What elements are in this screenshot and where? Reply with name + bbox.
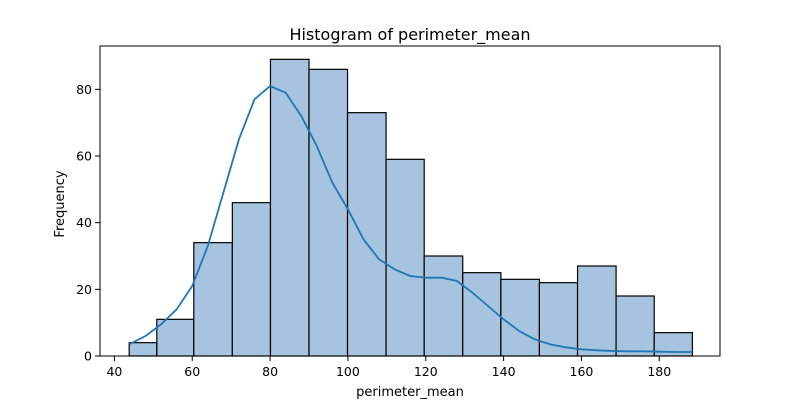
histogram-bar	[128, 342, 158, 357]
histogram-bar	[269, 58, 310, 357]
histogram-bar	[231, 202, 272, 357]
chart-title: Histogram of perimeter_mean	[289, 25, 530, 45]
histogram-bar	[193, 242, 233, 357]
bars-layer	[128, 58, 693, 357]
y-tick-label: 60	[76, 149, 92, 164]
x-axis-label: perimeter_mean	[356, 385, 464, 400]
histogram-bar	[462, 272, 502, 357]
x-tick-label: 40	[106, 364, 122, 379]
x-tick-label: 80	[262, 364, 278, 379]
plot-frame	[99, 45, 721, 357]
y-tick-label: 20	[76, 282, 92, 297]
y-tick-label: 80	[76, 82, 92, 97]
histogram-bar	[156, 318, 195, 357]
histogram-bar	[346, 112, 387, 357]
x-tick-label: 140	[492, 364, 516, 379]
y-tick-label: 40	[76, 215, 92, 230]
y-axis-label: Frequency	[53, 170, 68, 237]
x-tick-label: 180	[647, 364, 671, 379]
x-tick-label: 160	[570, 364, 594, 379]
histogram-bar	[308, 68, 349, 357]
x-tick-label: 100	[336, 364, 360, 379]
histogram-bar	[423, 255, 464, 357]
kde-curve	[128, 84, 693, 353]
x-tick-label: 120	[414, 364, 438, 379]
x-tick-label: 60	[184, 364, 200, 379]
axes-layer: 40 60 80 100 120 140 160 180 0 20 40 60 80	[76, 45, 721, 379]
histogram-bar	[576, 265, 617, 357]
histogram-bar	[615, 295, 655, 357]
y-tick-label: 0	[84, 349, 92, 364]
histogram-bar	[385, 158, 425, 357]
histogram-bar	[500, 278, 541, 357]
